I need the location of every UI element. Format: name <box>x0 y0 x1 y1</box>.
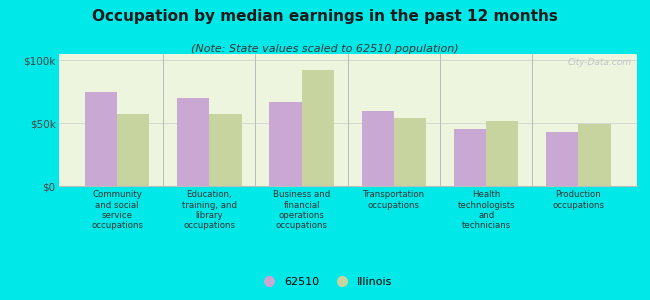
Bar <box>578 124 611 186</box>
Text: (Note: State values scaled to 62510 population): (Note: State values scaled to 62510 popu… <box>191 44 459 53</box>
Bar <box>394 118 426 186</box>
Bar <box>177 98 209 186</box>
Bar <box>546 132 578 186</box>
Text: City-Data.com: City-Data.com <box>567 58 631 67</box>
Bar <box>454 129 486 186</box>
Bar <box>361 111 394 186</box>
Bar <box>117 114 150 186</box>
Bar <box>302 70 334 186</box>
Bar <box>486 121 519 186</box>
Bar <box>84 92 117 186</box>
Legend: 62510, Illinois: 62510, Illinois <box>253 273 397 291</box>
Bar <box>209 114 242 186</box>
Bar <box>269 102 302 186</box>
Text: Occupation by median earnings in the past 12 months: Occupation by median earnings in the pas… <box>92 9 558 24</box>
